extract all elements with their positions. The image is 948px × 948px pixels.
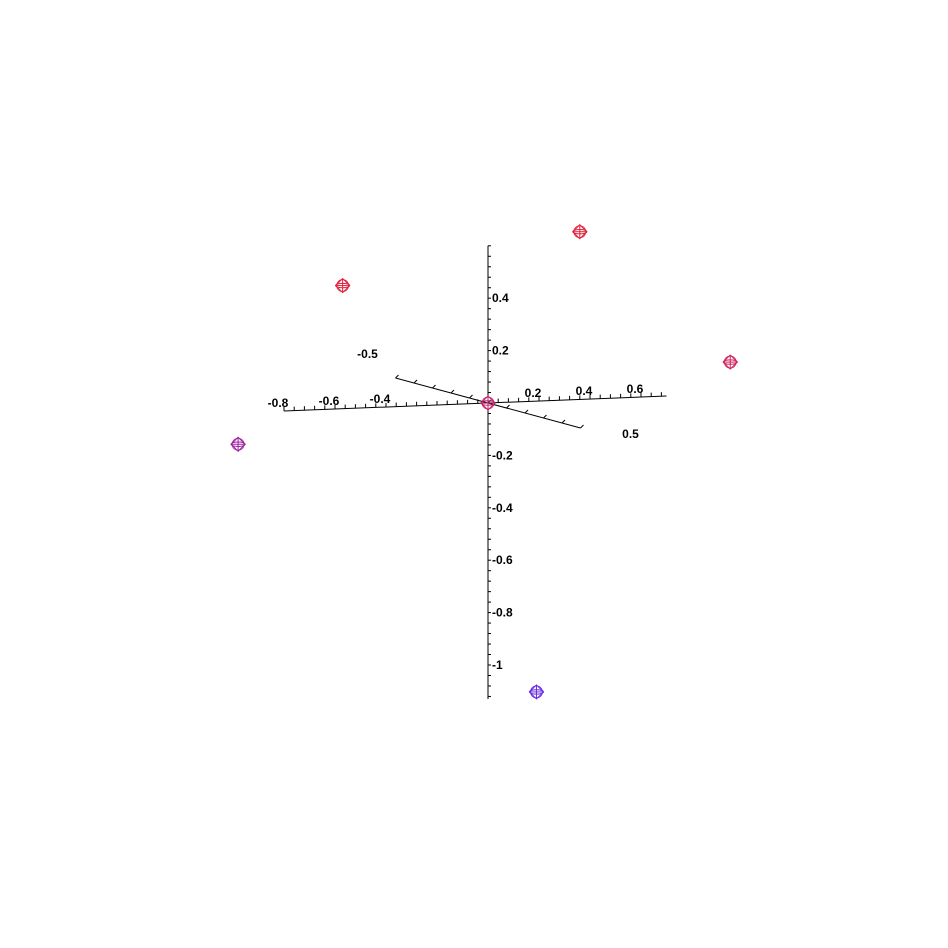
y-tick-mark bbox=[506, 404, 510, 409]
y-tick-label: 0.5 bbox=[622, 427, 639, 441]
x-tick-label: -0.6 bbox=[319, 394, 340, 408]
data-point bbox=[230, 436, 246, 452]
y-tick-label: -0.5 bbox=[357, 347, 378, 361]
y-tick-mark bbox=[395, 374, 399, 379]
data-point bbox=[480, 395, 496, 411]
data-point bbox=[528, 684, 545, 700]
z-tick-label: 0.4 bbox=[492, 291, 509, 305]
x-tick-label: 0.6 bbox=[627, 382, 644, 396]
y-tick-mark bbox=[469, 394, 473, 399]
x-tick-label: -0.8 bbox=[268, 396, 289, 410]
z-tick-label: 0.2 bbox=[492, 344, 509, 358]
data-points bbox=[230, 224, 738, 700]
z-tick-label: -0.4 bbox=[492, 501, 513, 515]
z-tick-label: -0.6 bbox=[492, 553, 513, 567]
x-tick-label: -0.4 bbox=[370, 392, 391, 406]
z-tick-label: -0.2 bbox=[492, 448, 513, 462]
x-tick-label: 0.2 bbox=[525, 386, 542, 400]
y-tick-mark bbox=[561, 419, 566, 424]
x-axis-line bbox=[283, 395, 667, 412]
z-tick-label: -1 bbox=[492, 658, 503, 672]
x-tick-label: 0.4 bbox=[576, 384, 593, 398]
y-tick-mark bbox=[413, 379, 418, 384]
z-tick-label: -0.8 bbox=[492, 606, 513, 620]
axes bbox=[283, 245, 667, 700]
tick-labels: -0.8 -0.6 -0.4 0.2 0.4 0.6 -0.5 0.5 0.4 0.2 -0.2 -0… bbox=[268, 291, 644, 672]
data-point bbox=[722, 354, 738, 370]
y-tick-mark bbox=[450, 389, 455, 394]
y-tick-mark bbox=[580, 424, 584, 429]
data-point bbox=[334, 277, 351, 294]
y-tick-mark bbox=[543, 414, 547, 419]
data-point bbox=[572, 224, 588, 240]
y-tick-mark bbox=[524, 409, 529, 414]
y-tick-mark bbox=[432, 384, 436, 389]
